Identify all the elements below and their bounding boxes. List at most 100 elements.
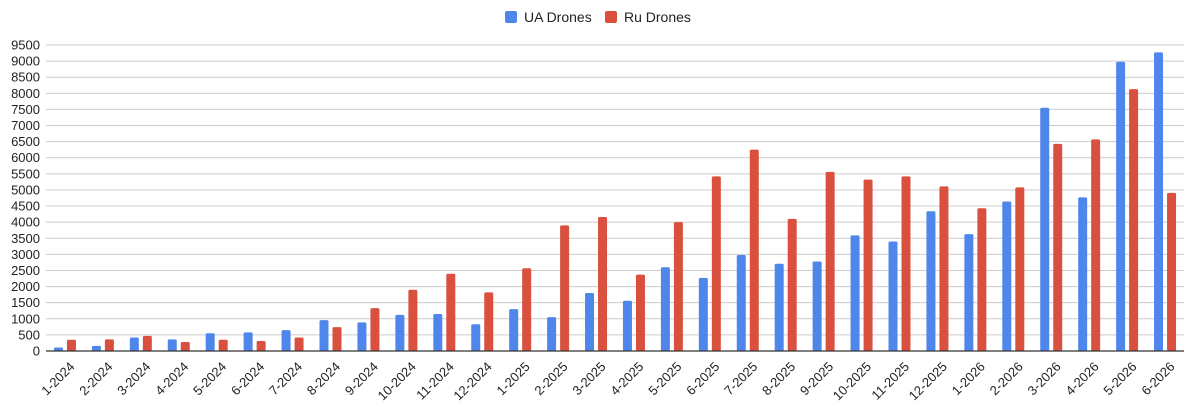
bar[interactable]: Ru Drones 10-2024: 1900 — [408, 289, 418, 351]
bar[interactable]: Ru Drones 8-2024: 740 — [332, 327, 342, 351]
bar[interactable]: UA Drones 6-2025: 2270 — [698, 277, 708, 351]
bar[interactable]: UA Drones 5-2025: 2600 — [660, 267, 670, 351]
bar[interactable]: Ru Drones 8-2025: 4100 — [787, 218, 797, 351]
x-tick-label: 5-2025 — [645, 359, 684, 398]
x-tick-label: 1-2024 — [38, 359, 77, 398]
bar[interactable]: UA Drones 6-2026: 9270 — [1154, 52, 1164, 352]
bar[interactable]: UA Drones 8-2025: 2710 — [774, 263, 784, 351]
bar[interactable]: UA Drones 5-2024: 550 — [205, 333, 215, 351]
y-tick-label: 6500 — [11, 134, 40, 149]
bar[interactable]: UA Drones 1-2026: 3630 — [964, 234, 974, 351]
x-tick-label: 8-2024 — [304, 359, 343, 398]
bar[interactable]: UA Drones 9-2024: 890 — [357, 322, 367, 351]
legend-item-ua-drones[interactable]: UA Drones — [505, 9, 592, 25]
y-tick-label: 4500 — [11, 199, 40, 214]
bar[interactable]: UA Drones 1-2025: 1300 — [509, 309, 519, 351]
bar[interactable]: UA Drones 8-2024: 960 — [319, 320, 329, 351]
bar[interactable]: UA Drones 3-2026: 7550 — [1040, 107, 1050, 352]
bar[interactable]: UA Drones 10-2025: 3590 — [850, 235, 860, 351]
bar[interactable]: Ru Drones 3-2025: 4160 — [598, 217, 608, 351]
legend-swatch — [505, 11, 517, 23]
series-ua-drones: UA Drones 1-2024: 110 UA Drones 2-2024: 1… — [53, 52, 1164, 352]
bar[interactable]: Ru Drones 12-2024: 1820 — [484, 292, 494, 351]
bar[interactable]: Ru Drones 5-2025: 4000 — [673, 222, 683, 351]
bar[interactable]: UA Drones 2-2026: 4640 — [1002, 201, 1012, 351]
bar[interactable]: Ru Drones 9-2025: 5560 — [825, 171, 835, 351]
bar[interactable]: Ru Drones 2-2025: 3900 — [560, 225, 570, 351]
bar[interactable]: UA Drones 3-2024: 420 — [129, 337, 139, 351]
legend-swatch — [605, 11, 617, 23]
bar[interactable]: UA Drones 5-2026: 8980 — [1116, 61, 1126, 351]
bar[interactable]: Ru Drones 10-2025: 5320 — [863, 179, 873, 351]
y-tick-label: 6000 — [11, 150, 40, 165]
bar[interactable]: Ru Drones 6-2025: 5420 — [711, 176, 721, 351]
bar[interactable]: UA Drones 2-2025: 1050 — [547, 317, 557, 351]
x-tick-label: 5-2024 — [190, 359, 229, 398]
bar[interactable]: Ru Drones 1-2025: 2570 — [522, 268, 532, 351]
y-tick-label: 9000 — [11, 54, 40, 69]
x-tick-label: 3-2025 — [569, 359, 608, 398]
x-tick-label: 5-2026 — [1100, 359, 1139, 398]
y-tick-label: 3500 — [11, 231, 40, 246]
bar[interactable]: Ru Drones 6-2026: 4910 — [1167, 192, 1177, 351]
bar[interactable]: UA Drones 7-2024: 650 — [281, 330, 291, 351]
bar[interactable]: Ru Drones 7-2024: 420 — [294, 337, 304, 351]
bar[interactable]: UA Drones 11-2025: 3400 — [888, 241, 898, 351]
bar[interactable]: Ru Drones 1-2024: 350 — [66, 339, 76, 351]
y-tick-label: 1000 — [11, 311, 40, 326]
bar[interactable]: UA Drones 12-2024: 830 — [471, 324, 481, 351]
bar[interactable]: UA Drones 7-2025: 2980 — [736, 255, 746, 351]
bar[interactable]: UA Drones 11-2024: 1150 — [433, 313, 443, 351]
legend-label: UA Drones — [524, 9, 592, 25]
bar[interactable]: UA Drones 4-2026: 4770 — [1078, 197, 1088, 351]
y-tick-label: 3000 — [11, 247, 40, 262]
bar[interactable]: Ru Drones 12-2025: 5110 — [939, 186, 949, 351]
bar[interactable]: Ru Drones 2-2024: 360 — [104, 339, 114, 351]
x-tick-label: 10-2025 — [830, 359, 874, 403]
bar[interactable]: Ru Drones 2-2026: 5080 — [1015, 187, 1025, 351]
bar[interactable]: UA Drones 4-2024: 360 — [167, 339, 177, 351]
bar[interactable]: Ru Drones 11-2025: 5420 — [901, 176, 911, 351]
bar[interactable]: Ru Drones 5-2026: 8130 — [1129, 89, 1139, 351]
bar[interactable]: UA Drones 1-2024: 110 — [53, 347, 63, 351]
x-tick-label: 3-2024 — [114, 359, 153, 398]
bar[interactable]: Ru Drones 6-2024: 310 — [256, 341, 266, 351]
y-tick-label: 5500 — [11, 166, 40, 181]
bar[interactable]: UA Drones 4-2025: 1560 — [622, 300, 632, 351]
bars: UA Drones 1-2024: 110 UA Drones 2-2024: 1… — [53, 52, 1177, 352]
bar[interactable]: UA Drones 12-2025: 4340 — [926, 211, 936, 351]
bar[interactable]: Ru Drones 4-2024: 280 — [180, 341, 190, 351]
bar[interactable]: UA Drones 2-2024: 160 — [91, 345, 101, 351]
bar[interactable]: UA Drones 3-2025: 1800 — [585, 293, 595, 351]
bar[interactable]: Ru Drones 7-2025: 6250 — [749, 149, 759, 351]
bar[interactable]: Ru Drones 4-2025: 2370 — [635, 274, 645, 351]
bar[interactable]: UA Drones 6-2024: 580 — [243, 332, 253, 351]
x-tick-label: 1-2025 — [493, 359, 532, 398]
bar[interactable]: UA Drones 10-2024: 1120 — [395, 314, 405, 351]
x-tick-label: 2-2025 — [531, 359, 570, 398]
y-tick-label: 500 — [18, 327, 40, 342]
bar[interactable]: Ru Drones 1-2026: 4430 — [977, 208, 987, 351]
x-tick-label: 8-2025 — [759, 359, 798, 398]
y-tick-label: 2500 — [11, 263, 40, 278]
bar[interactable]: Ru Drones 3-2026: 6430 — [1053, 143, 1063, 351]
x-tick-label: 11-2024 — [413, 359, 457, 403]
bar[interactable]: Ru Drones 11-2024: 2400 — [446, 273, 456, 351]
x-tick-label: 6-2026 — [1138, 359, 1177, 398]
bar[interactable]: Ru Drones 4-2026: 6570 — [1091, 139, 1101, 351]
x-axis-tick-labels: 1-20242-20243-20244-20245-20246-20247-20… — [38, 359, 1177, 403]
legend-item-ru-drones[interactable]: Ru Drones — [605, 9, 691, 25]
legend-label: Ru Drones — [624, 9, 691, 25]
bar[interactable]: Ru Drones 5-2024: 350 — [218, 339, 228, 351]
bar[interactable]: Ru Drones 3-2024: 470 — [142, 335, 152, 351]
x-tick-label: 1-2026 — [949, 359, 988, 398]
y-tick-label: 4000 — [11, 215, 40, 230]
bar[interactable]: Ru Drones 9-2024: 1330 — [370, 308, 380, 351]
bar[interactable]: UA Drones 9-2025: 2780 — [812, 261, 822, 351]
x-tick-label: 11-2025 — [868, 359, 912, 403]
x-tick-label: 6-2025 — [683, 359, 722, 398]
y-tick-label: 9500 — [11, 38, 40, 53]
